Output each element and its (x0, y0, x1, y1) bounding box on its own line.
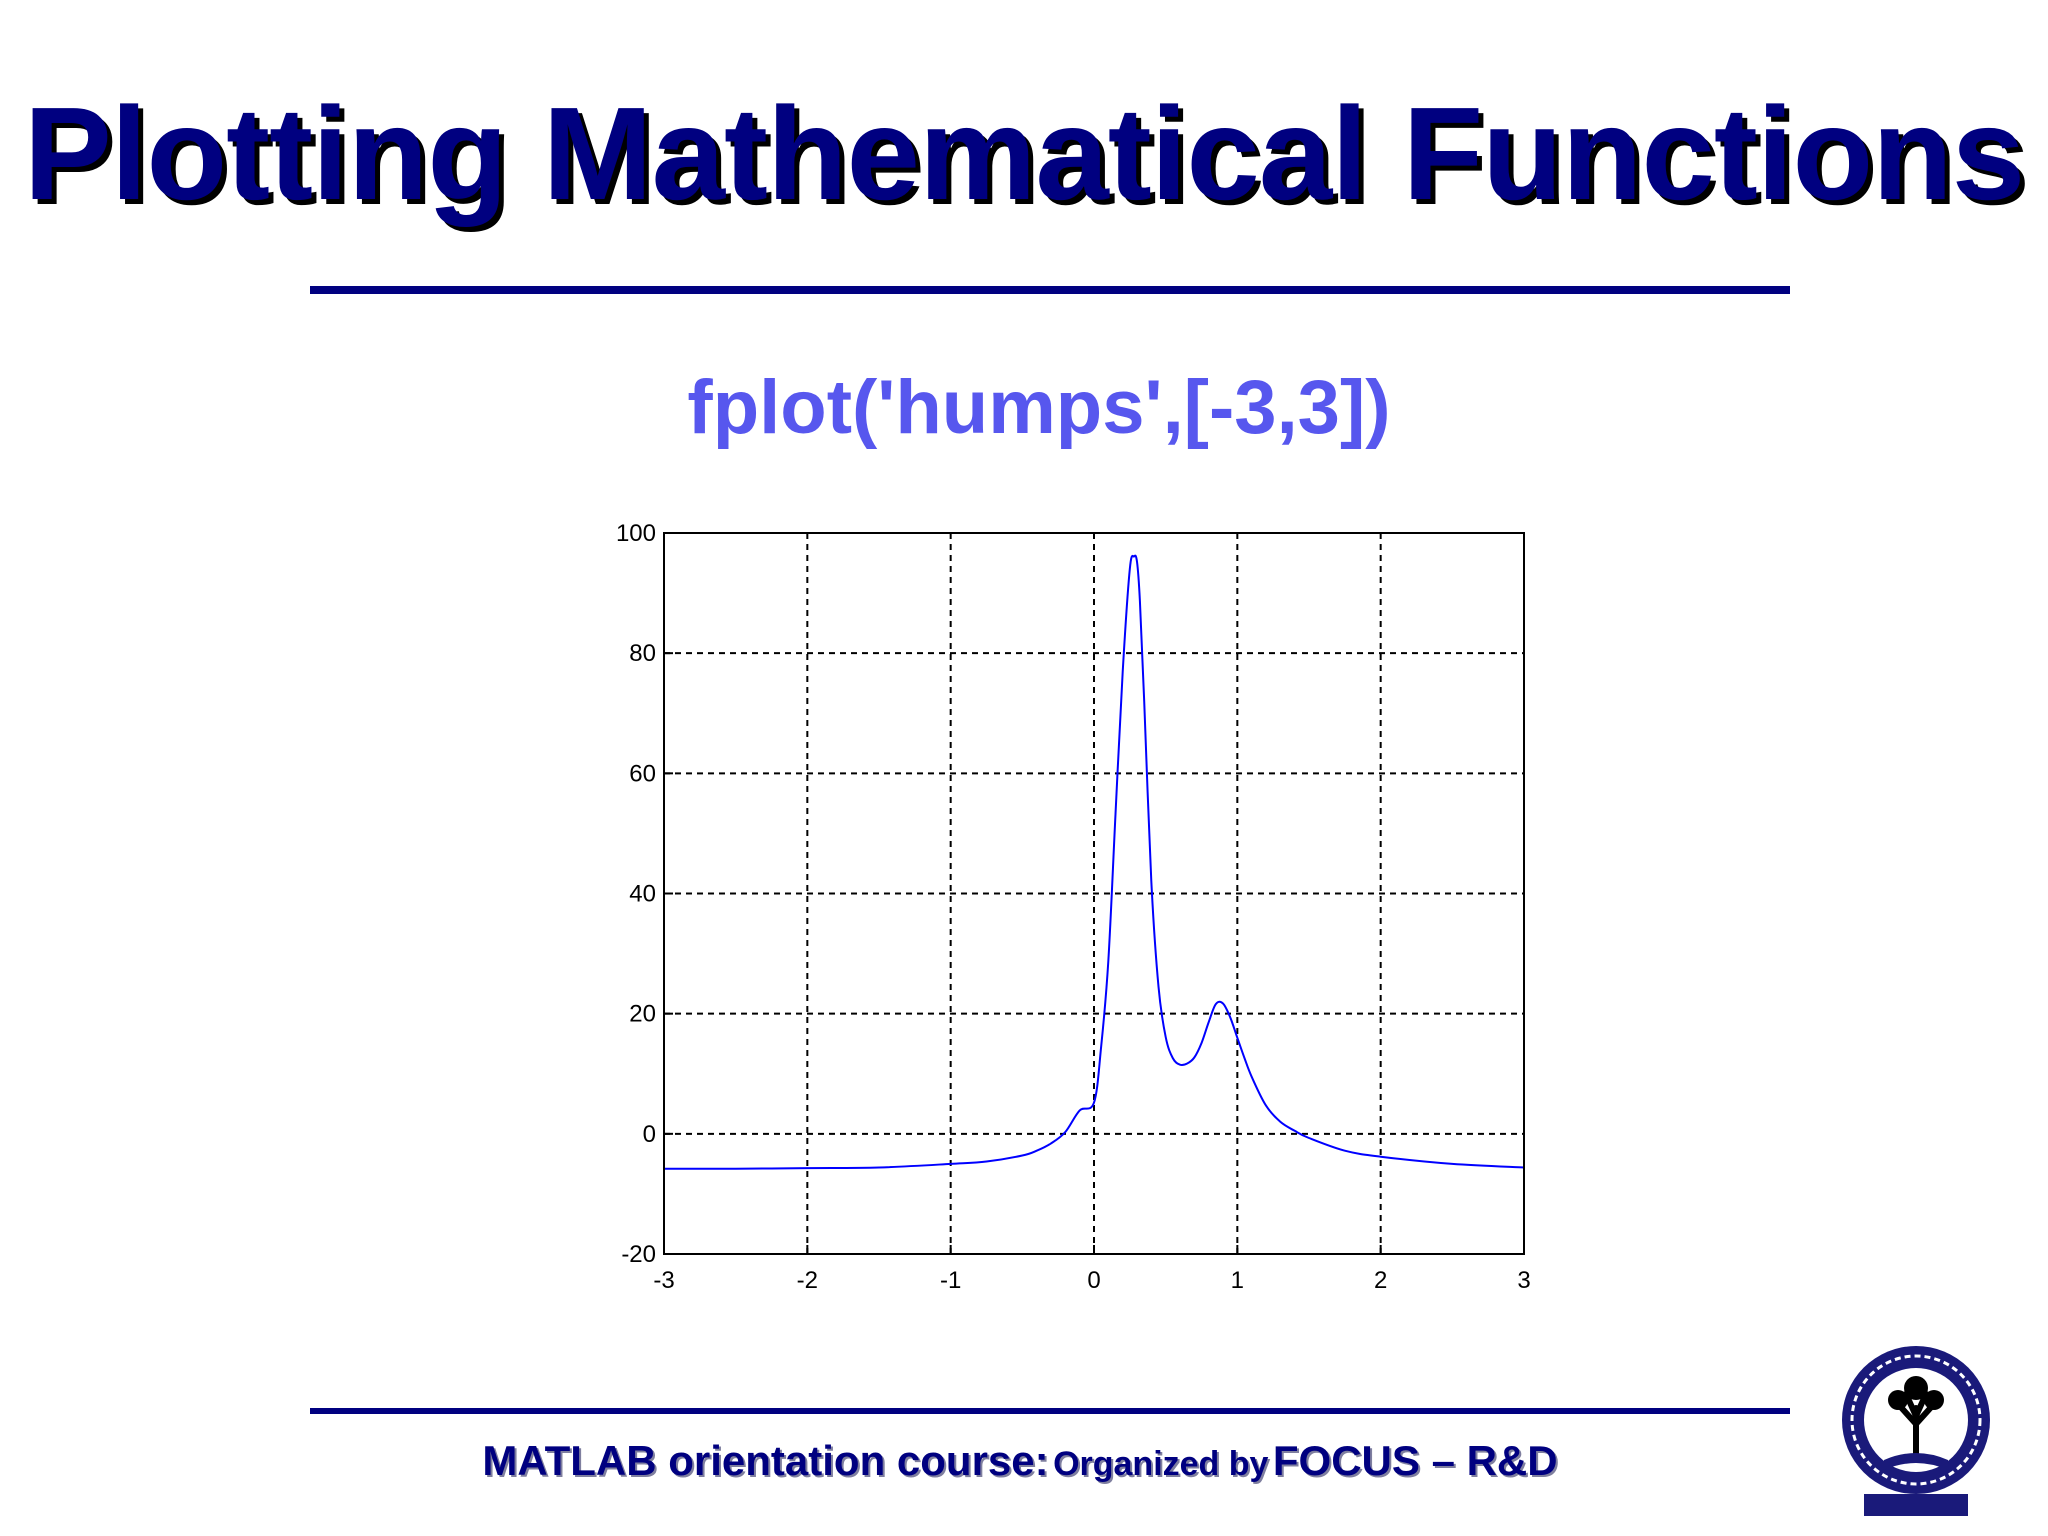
x-tick-label: 3 (1517, 1267, 1530, 1294)
x-tick-label: 2 (1374, 1267, 1387, 1294)
x-tick-label: 0 (1087, 1267, 1100, 1294)
y-tick-label: 60 (629, 760, 656, 787)
slide-title: Plotting Mathematical Functions (23, 80, 2025, 227)
x-tick-label: -1 (940, 1267, 961, 1294)
x-tick-label: -3 (653, 1267, 674, 1294)
series-line-humps (663, 554, 1525, 1170)
tick-labels: -3 -2 -1 0 1 2 3 -20 0 20 40 60 80 100 (616, 520, 1531, 1294)
y-tick-label: 20 (629, 1001, 656, 1028)
y-tick-label: 0 (643, 1121, 656, 1148)
footer-divider (310, 1408, 1790, 1414)
x-tick-label: -2 (797, 1267, 818, 1294)
x-tick-label: 1 (1231, 1267, 1244, 1294)
iit-kharagpur-logo-icon (1842, 1346, 1990, 1516)
footer-org: FOCUS – R&D (1272, 1437, 1558, 1484)
y-tick-label: 40 (629, 881, 656, 908)
y-tick-label: 80 (629, 640, 656, 667)
y-tick-label: 100 (616, 520, 656, 547)
humps-plot: -3 -2 -1 0 1 2 3 -20 0 20 40 60 80 100 (616, 520, 1531, 1294)
plot-command: fplot('humps',[-3,3]) (687, 365, 1391, 450)
y-tick-label: -20 (621, 1241, 656, 1268)
footer-course: MATLAB orientation course: (482, 1437, 1049, 1484)
footer: MATLAB orientation course: Organized by … (0, 1440, 2040, 1482)
footer-org-prefix: Organized by (1053, 1445, 1269, 1483)
grid-lines (664, 533, 1524, 1254)
title-divider (310, 286, 1790, 294)
plot-box (663, 532, 1525, 1255)
